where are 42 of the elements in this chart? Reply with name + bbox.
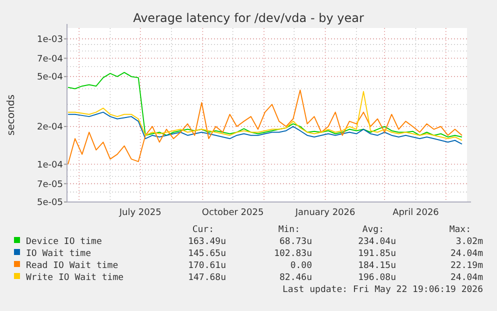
line-series <box>68 112 462 145</box>
legend-label: Write IO Wait time <box>26 273 124 283</box>
text: 145.65u <box>188 249 226 259</box>
text: Avg: <box>362 225 384 235</box>
y-tick-label: 7e-05 <box>37 180 63 190</box>
text: 102.83u <box>274 249 312 259</box>
legend-label: Read IO Wait time <box>26 261 118 271</box>
text: 191.85u <box>358 249 396 259</box>
text: 3.02m <box>456 237 483 247</box>
y-tick-label: 5e-04 <box>37 72 64 83</box>
text: 82.46u <box>279 273 312 283</box>
line-series <box>68 91 462 141</box>
x-tick-label: April 2026 <box>392 208 440 218</box>
y-tick-label: 1e-04 <box>37 160 64 170</box>
y-tick-label: 1e-03 <box>37 34 63 45</box>
text: 147.68u <box>188 273 226 283</box>
text: Last update: Fri May 22 19:06:19 2026 <box>282 285 483 295</box>
line-series <box>68 72 462 138</box>
x-tick-label: July 2025 <box>118 208 162 218</box>
line-series <box>68 90 462 165</box>
text: Min: <box>278 225 300 235</box>
text: Cur: <box>192 225 214 235</box>
text: 163.49u <box>188 237 226 247</box>
y-tick-label: 2e-04 <box>37 122 64 133</box>
text: 0.00 <box>290 261 312 271</box>
text: Max: <box>449 225 471 235</box>
text: 234.04u <box>358 237 396 247</box>
y-tick-label: 7e-04 <box>37 54 64 64</box>
x-tick-label: October 2025 <box>202 208 264 218</box>
y-tick-label: 5e-05 <box>37 198 63 208</box>
y-axis-title: seconds <box>6 94 17 136</box>
text: 196.08u <box>358 273 396 283</box>
text: 184.15u <box>358 261 396 271</box>
legend-label: Device IO time <box>26 237 102 247</box>
chart-title: Average latency for /dev/vda - by year <box>133 11 364 25</box>
x-tick-label: January 2026 <box>294 208 356 218</box>
legend-label: IO Wait time <box>26 249 92 259</box>
text: 22.19m <box>450 261 483 271</box>
text: 24.04m <box>450 273 483 283</box>
text: 68.73u <box>279 237 312 247</box>
text: 170.61u <box>188 261 226 271</box>
text: 24.04m <box>450 249 483 259</box>
